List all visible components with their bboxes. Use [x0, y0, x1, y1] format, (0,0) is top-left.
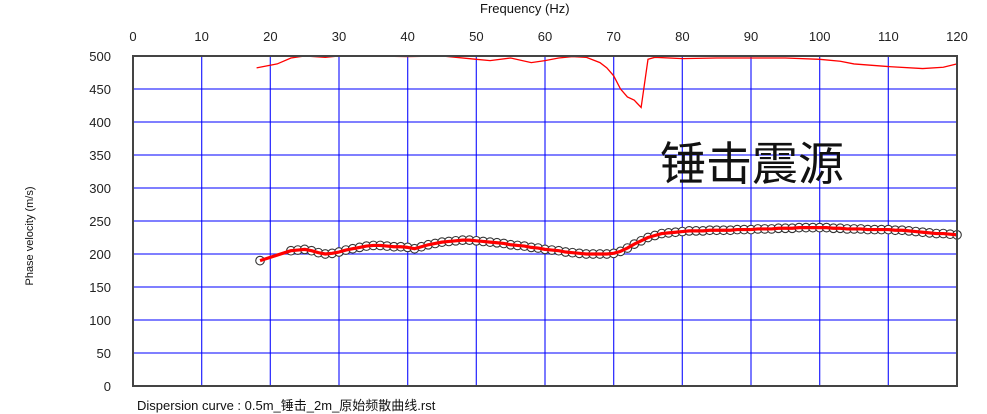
x-axis-title: Frequency (Hz) [480, 1, 570, 16]
x-tick-label: 60 [538, 29, 552, 44]
y-tick-label: 250 [89, 214, 111, 229]
x-tick-label: 100 [809, 29, 831, 44]
x-tick-label: 80 [675, 29, 689, 44]
y-tick-label: 50 [97, 346, 111, 361]
x-tick-label: 20 [263, 29, 277, 44]
x-tick-label: 30 [332, 29, 346, 44]
grid-lines [133, 56, 957, 386]
x-tick-label: 0 [129, 29, 136, 44]
y-tick-label: 500 [89, 49, 111, 64]
y-tick-label: 300 [89, 181, 111, 196]
x-tick-label: 40 [400, 29, 414, 44]
x-tick-label: 120 [946, 29, 968, 44]
y-tick-label: 100 [89, 313, 111, 328]
upper-curve [256, 55, 958, 109]
plot-frame [132, 55, 958, 387]
upper-curve-line [256, 55, 958, 109]
y-axis-label: Phase velocity (m/s) [24, 186, 36, 286]
y-tick-label: 0 [104, 379, 111, 394]
x-tick-label: 90 [744, 29, 758, 44]
x-tick-label: 110 [878, 29, 899, 44]
x-tick-label: 70 [606, 29, 620, 44]
dispersion-line [259, 226, 958, 263]
y-tick-label: 150 [89, 280, 111, 295]
annotation-text: 锤击震源 [660, 137, 844, 191]
y-tick-label: 350 [89, 148, 111, 163]
x-tick-label: 10 [194, 29, 208, 44]
y-tick-label: 200 [89, 247, 111, 262]
caption: Dispersion curve : 0.5m_锤击_2m_原始频散曲线.rst [137, 398, 436, 413]
x-tick-label: 50 [469, 29, 483, 44]
dispersion-series [255, 222, 962, 266]
tick-labels: 0 10 20 30 40 50 60 70 80 90 100 110 120 0 50 100 150 200… [89, 29, 968, 394]
y-tick-label: 450 [89, 82, 111, 97]
y-tick-label: 400 [89, 115, 111, 130]
